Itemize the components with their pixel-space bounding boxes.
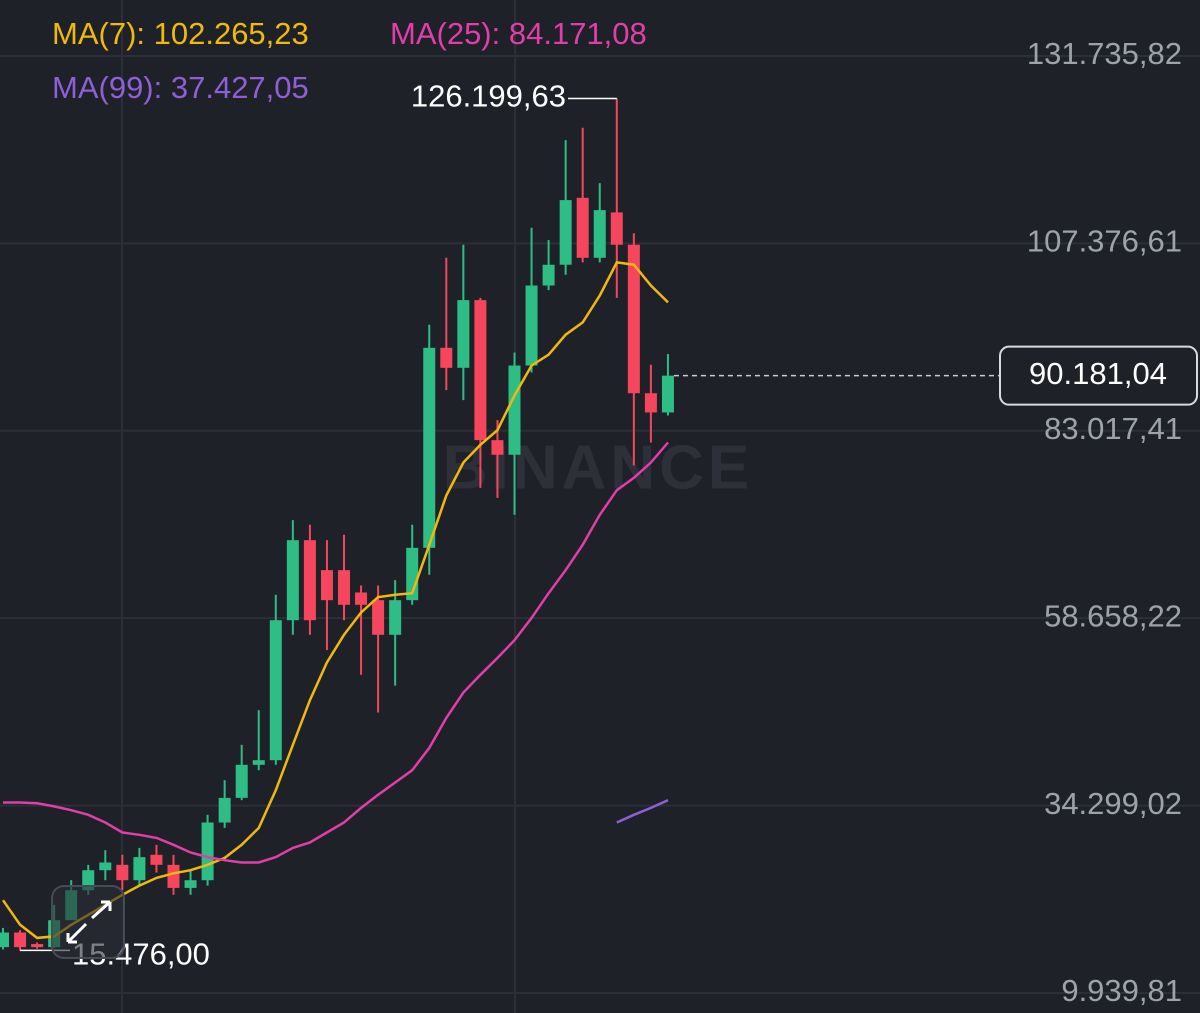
- y-axis: 131.735,82 107.376,61 83.017,41 58.658,22 34…: [1027, 36, 1182, 1008]
- candle-body: [218, 797, 231, 823]
- button-frame: [51, 885, 125, 959]
- candle-body: [423, 347, 436, 548]
- candle-body: [491, 440, 504, 455]
- legend: MA(7): 102.265,23 MA(25): 84.171,08 MA(99)…: [52, 16, 647, 105]
- candle-body: [559, 200, 572, 265]
- y-tick-label: 131.735,82: [1027, 36, 1182, 71]
- candle-body: [661, 375, 674, 413]
- candle-body: [644, 393, 657, 413]
- candle-body: [184, 880, 197, 888]
- candle-body: [201, 822, 214, 881]
- y-tick-label: 107.376,61: [1027, 224, 1182, 259]
- grid: [0, 54, 1200, 994]
- candle-body: [440, 347, 453, 368]
- high-label: 126.199,63: [411, 79, 566, 114]
- price-box: [999, 345, 1198, 406]
- candle-body: [167, 864, 180, 888]
- y-tick-label: 83.017,41: [1044, 411, 1182, 446]
- candle-body: [235, 764, 248, 798]
- candle-body: [610, 212, 623, 245]
- candle-body: [286, 540, 299, 621]
- candle-body: [31, 944, 44, 948]
- candle-body: [576, 197, 589, 258]
- candle-body: [389, 600, 402, 635]
- candle-body: [303, 540, 316, 621]
- candle-body: [14, 932, 27, 948]
- candle-body: [133, 857, 146, 881]
- candle-body: [474, 300, 487, 441]
- y-tick-label: 58.658,22: [1044, 598, 1182, 633]
- candle-body: [269, 620, 282, 761]
- y-tick-label: 34.299,02: [1044, 786, 1182, 821]
- candle-body: [508, 365, 521, 455]
- candle-body: [542, 264, 555, 286]
- candle-body: [116, 864, 129, 881]
- watermark: BINANCE: [443, 433, 753, 502]
- candle-body: [355, 592, 368, 605]
- candle-body: [252, 760, 265, 765]
- legend-entry: MA(25): 84.171,08: [390, 16, 647, 51]
- candle-body: [525, 285, 538, 366]
- expand-icon: [66, 900, 112, 944]
- y-tick-label: 9.939,81: [1061, 973, 1182, 1008]
- candle-body: [457, 300, 470, 368]
- candle-body: [99, 862, 112, 871]
- ma-line: [3, 441, 669, 864]
- candle-body: [338, 570, 350, 605]
- candle-body: [372, 600, 385, 635]
- candle-body: [150, 854, 163, 865]
- candle-body: [0, 932, 9, 948]
- candle-body: [627, 244, 640, 394]
- candle-body: [593, 210, 606, 258]
- expand-button[interactable]: [51, 885, 125, 959]
- candle-body: [320, 570, 333, 601]
- ma-line: [616, 799, 669, 824]
- price-label: 90.181,04: [1029, 356, 1167, 391]
- legend-entry: MA(7): 102.265,23: [52, 16, 309, 51]
- legend-entry: MA(99): 37.427,05: [52, 70, 309, 105]
